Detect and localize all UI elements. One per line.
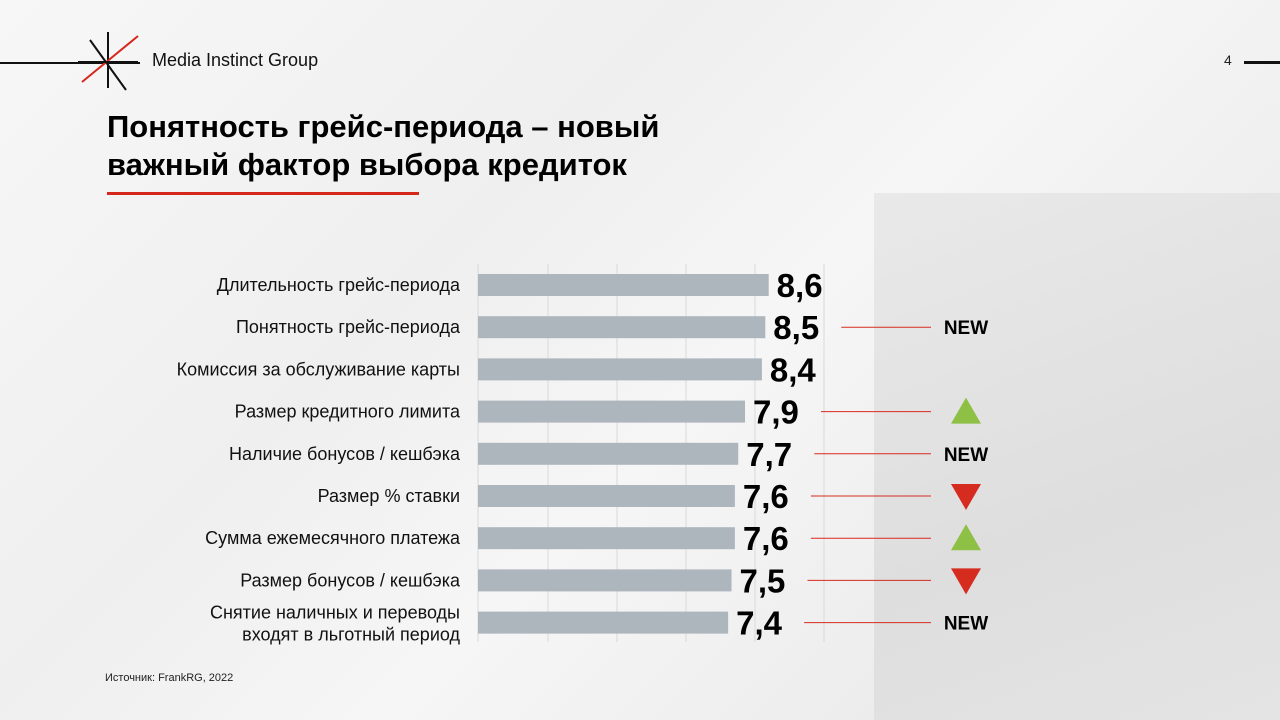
bar <box>478 442 739 465</box>
new-badge: NEW <box>944 445 988 466</box>
header-rule-left <box>0 62 140 64</box>
bar <box>478 358 762 381</box>
title-line-2: важный фактор выбора кредиток <box>107 147 627 182</box>
category-label: Длительность грейс-периода <box>217 275 461 295</box>
data-label: 7,7 <box>746 436 792 473</box>
category-label: Размер бонусов / кешбэка <box>240 570 461 590</box>
up-arrow-icon <box>951 397 981 424</box>
data-label: 7,9 <box>753 394 799 431</box>
category-label: входят в льготный период <box>242 625 460 645</box>
title-underline <box>107 192 419 195</box>
down-arrow-icon <box>951 568 981 595</box>
bar <box>478 274 769 296</box>
page-number: 4 <box>1224 52 1232 68</box>
category-label: Наличие бонусов / кешбэка <box>229 444 461 464</box>
new-badge: NEW <box>944 318 988 339</box>
data-label: 7,6 <box>743 520 789 557</box>
data-label: 8,4 <box>770 351 817 388</box>
background-panel <box>874 193 1280 720</box>
data-label: 8,5 <box>773 309 819 346</box>
bar <box>478 527 735 550</box>
bar <box>478 611 729 634</box>
bar <box>478 569 732 592</box>
brand-name: Media Instinct Group <box>152 50 319 70</box>
data-label: 7,5 <box>740 562 786 599</box>
bar <box>478 485 735 507</box>
header-rule-right <box>1244 61 1280 64</box>
bar <box>478 316 766 339</box>
category-label: Размер % ставки <box>318 486 460 506</box>
up-arrow-icon <box>951 524 981 551</box>
data-label: 7,6 <box>743 478 789 515</box>
category-label: Размер кредитного лимита <box>235 402 461 422</box>
category-label: Комиссия за обслуживание карты <box>177 359 460 379</box>
category-label: Понятность грейс-периода <box>236 317 461 337</box>
logo-icon <box>78 32 139 91</box>
data-label: 7,4 <box>736 605 783 642</box>
down-arrow-icon <box>951 484 981 510</box>
source-note: Источник: FrankRG, 2022 <box>105 672 234 684</box>
bar <box>478 400 746 423</box>
data-label: 8,6 <box>777 267 823 304</box>
category-label: Сумма ежемесячного платежа <box>205 528 461 548</box>
category-label: Снятие наличных и переводы <box>210 603 460 623</box>
title-line-1: Понятность грейс-периода – новый <box>107 109 660 144</box>
page-title: Понятность грейс-периода – новый важный … <box>107 108 807 184</box>
new-badge: NEW <box>944 614 988 635</box>
